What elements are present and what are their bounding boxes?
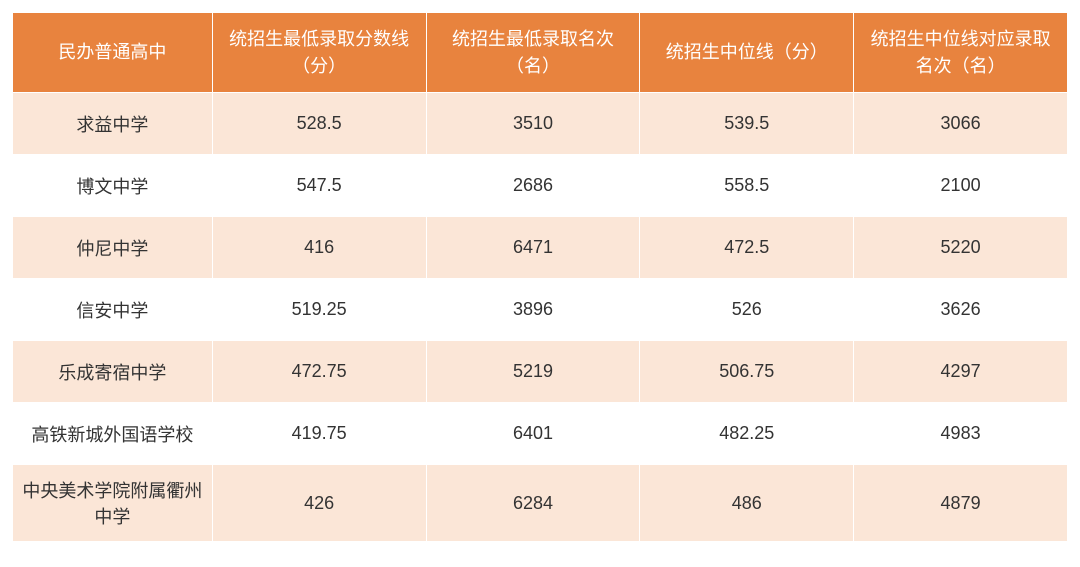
cell-min-rank: 6284: [426, 465, 640, 542]
table-row: 仲尼中学 416 6471 472.5 5220: [13, 217, 1068, 279]
table-body: 求益中学 528.5 3510 539.5 3066 博文中学 547.5 26…: [13, 93, 1068, 542]
cell-min-rank: 2686: [426, 155, 640, 217]
cell-min-score: 519.25: [212, 279, 426, 341]
header-median-rank: 统招生中位线对应录取名次（名）: [854, 13, 1068, 93]
cell-school: 信安中学: [13, 279, 213, 341]
cell-min-score: 528.5: [212, 93, 426, 155]
cell-median-score: 486: [640, 465, 854, 542]
cell-min-score: 472.75: [212, 341, 426, 403]
header-school: 民办普通高中: [13, 13, 213, 93]
table-row: 信安中学 519.25 3896 526 3626: [13, 279, 1068, 341]
cell-median-score: 506.75: [640, 341, 854, 403]
cell-median-rank: 4983: [854, 403, 1068, 465]
table-row: 高铁新城外国语学校 419.75 6401 482.25 4983: [13, 403, 1068, 465]
cell-median-score: 472.5: [640, 217, 854, 279]
cell-median-score: 539.5: [640, 93, 854, 155]
cell-median-rank: 2100: [854, 155, 1068, 217]
admission-scores-table: 民办普通高中 统招生最低录取分数线（分） 统招生最低录取名次（名） 统招生中位线…: [12, 12, 1068, 542]
cell-min-rank: 3896: [426, 279, 640, 341]
cell-median-rank: 5220: [854, 217, 1068, 279]
header-min-score: 统招生最低录取分数线（分）: [212, 13, 426, 93]
cell-min-score: 419.75: [212, 403, 426, 465]
cell-median-rank: 3626: [854, 279, 1068, 341]
cell-min-rank: 3510: [426, 93, 640, 155]
cell-school: 高铁新城外国语学校: [13, 403, 213, 465]
table-row: 求益中学 528.5 3510 539.5 3066: [13, 93, 1068, 155]
cell-min-rank: 6401: [426, 403, 640, 465]
table-row: 中央美术学院附属衢州中学 426 6284 486 4879: [13, 465, 1068, 542]
cell-min-score: 547.5: [212, 155, 426, 217]
cell-min-score: 426: [212, 465, 426, 542]
table-header-row: 民办普通高中 统招生最低录取分数线（分） 统招生最低录取名次（名） 统招生中位线…: [13, 13, 1068, 93]
cell-school: 博文中学: [13, 155, 213, 217]
header-median-score: 统招生中位线（分）: [640, 13, 854, 93]
cell-median-score: 558.5: [640, 155, 854, 217]
cell-median-rank: 4879: [854, 465, 1068, 542]
cell-school: 中央美术学院附属衢州中学: [13, 465, 213, 542]
cell-min-rank: 6471: [426, 217, 640, 279]
cell-school: 乐成寄宿中学: [13, 341, 213, 403]
cell-median-rank: 4297: [854, 341, 1068, 403]
cell-min-score: 416: [212, 217, 426, 279]
cell-median-score: 526: [640, 279, 854, 341]
cell-median-score: 482.25: [640, 403, 854, 465]
cell-min-rank: 5219: [426, 341, 640, 403]
table-row: 博文中学 547.5 2686 558.5 2100: [13, 155, 1068, 217]
cell-median-rank: 3066: [854, 93, 1068, 155]
cell-school: 求益中学: [13, 93, 213, 155]
cell-school: 仲尼中学: [13, 217, 213, 279]
header-min-rank: 统招生最低录取名次（名）: [426, 13, 640, 93]
table-row: 乐成寄宿中学 472.75 5219 506.75 4297: [13, 341, 1068, 403]
